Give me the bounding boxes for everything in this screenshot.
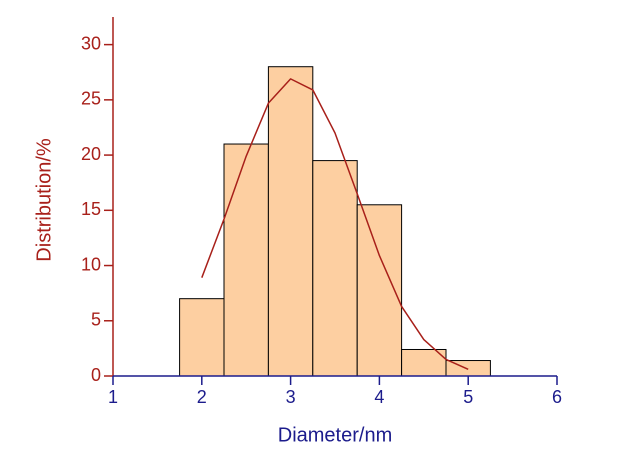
x-tick-label: 5 [463,387,473,407]
bar [179,298,225,377]
x-tick-label: 2 [197,387,207,407]
y-tick-label: 25 [81,89,101,109]
bar [312,160,358,377]
x-axis-label: Diameter/nm [278,424,392,446]
y-axis-label: Distribution/% [33,138,55,262]
fit-curve [201,78,469,371]
bar [267,66,314,377]
x-tick-label: 1 [108,387,118,407]
x-tick-label: 4 [374,387,384,407]
y-tick-label: 30 [81,33,101,53]
x-tick-label: 6 [552,387,562,407]
y-tick-label: 5 [91,310,101,330]
bar [223,143,269,377]
y-tick-label: 0 [91,365,101,385]
y-tick-label: 20 [81,144,101,164]
y-tick-label: 10 [81,254,101,274]
y-tick-label: 15 [81,199,101,219]
bar [401,348,447,377]
x-tick-label: 3 [286,387,296,407]
